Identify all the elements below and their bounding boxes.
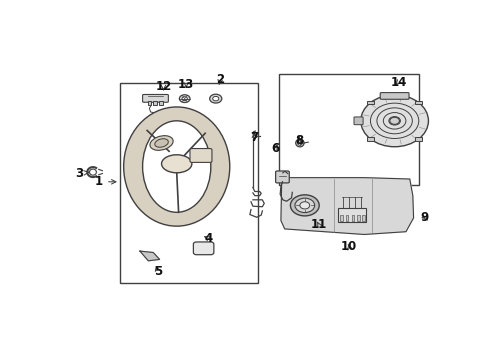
Text: 5: 5 bbox=[153, 265, 162, 278]
Bar bbox=[414, 100, 421, 104]
Ellipse shape bbox=[155, 139, 168, 147]
Text: 13: 13 bbox=[178, 78, 194, 91]
Circle shape bbox=[179, 95, 189, 103]
Text: 7: 7 bbox=[250, 131, 258, 144]
Text: 12: 12 bbox=[155, 80, 171, 93]
Polygon shape bbox=[280, 177, 413, 234]
Text: 11: 11 bbox=[310, 218, 326, 231]
Circle shape bbox=[299, 202, 309, 209]
Polygon shape bbox=[140, 251, 159, 261]
FancyBboxPatch shape bbox=[380, 93, 408, 99]
Bar bbox=[120, 84, 258, 283]
Ellipse shape bbox=[150, 136, 173, 150]
Text: 8: 8 bbox=[294, 134, 303, 147]
Text: 3: 3 bbox=[75, 167, 89, 180]
Bar bbox=[340, 215, 342, 221]
Bar bbox=[153, 101, 157, 105]
Ellipse shape bbox=[142, 121, 210, 212]
Circle shape bbox=[182, 97, 187, 100]
FancyBboxPatch shape bbox=[275, 171, 289, 183]
Bar bbox=[159, 101, 163, 105]
Circle shape bbox=[294, 198, 314, 212]
Text: 1: 1 bbox=[95, 175, 116, 188]
Bar bbox=[279, 74, 418, 185]
FancyBboxPatch shape bbox=[142, 94, 168, 102]
Ellipse shape bbox=[360, 95, 427, 147]
Circle shape bbox=[209, 94, 222, 103]
Bar bbox=[337, 208, 366, 222]
Bar bbox=[351, 215, 353, 221]
Ellipse shape bbox=[297, 141, 302, 145]
Circle shape bbox=[212, 96, 218, 101]
Ellipse shape bbox=[123, 107, 229, 226]
Circle shape bbox=[389, 117, 399, 124]
Bar bbox=[366, 100, 373, 104]
Bar bbox=[362, 215, 364, 221]
FancyBboxPatch shape bbox=[193, 242, 213, 255]
FancyBboxPatch shape bbox=[189, 149, 211, 162]
Text: 10: 10 bbox=[340, 240, 357, 253]
Bar bbox=[147, 101, 151, 105]
Bar bbox=[346, 215, 347, 221]
Text: 9: 9 bbox=[420, 211, 428, 224]
Ellipse shape bbox=[295, 139, 304, 147]
Ellipse shape bbox=[161, 155, 191, 173]
Bar bbox=[357, 215, 359, 221]
Bar bbox=[414, 137, 421, 141]
Text: 6: 6 bbox=[270, 142, 279, 155]
Bar bbox=[366, 137, 373, 141]
Circle shape bbox=[290, 195, 319, 216]
Text: 14: 14 bbox=[389, 76, 406, 89]
Text: 4: 4 bbox=[203, 232, 212, 245]
Text: 2: 2 bbox=[216, 73, 224, 86]
FancyBboxPatch shape bbox=[353, 117, 363, 125]
